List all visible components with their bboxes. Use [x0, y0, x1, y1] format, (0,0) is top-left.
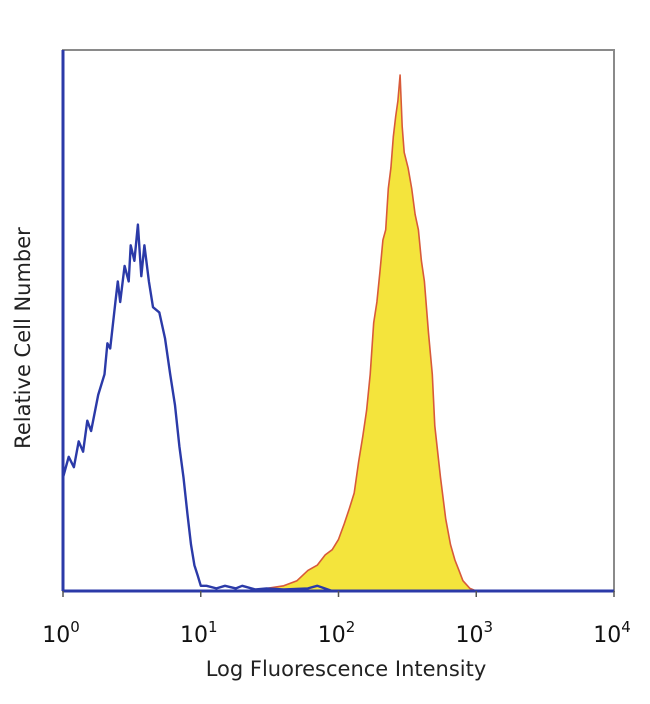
x-axis-title: Log Fluorescence Intensity [206, 657, 487, 681]
x-tick-label: 102 [318, 618, 356, 648]
y-axis-title: Relative Cell Number [11, 227, 35, 449]
plot-frame [62, 49, 615, 592]
series-layer [61, 74, 614, 593]
x-tick-label: 101 [180, 618, 218, 648]
x-tick-label: 103 [455, 618, 493, 648]
series-1-line [63, 74, 614, 592]
series-1-fill [63, 75, 614, 591]
x-tick-layer: 100 101 102 103 104 [42, 591, 631, 648]
series-0-line [61, 223, 614, 593]
x-tick-label: 100 [42, 618, 80, 648]
x-tick-label: 104 [593, 618, 631, 648]
